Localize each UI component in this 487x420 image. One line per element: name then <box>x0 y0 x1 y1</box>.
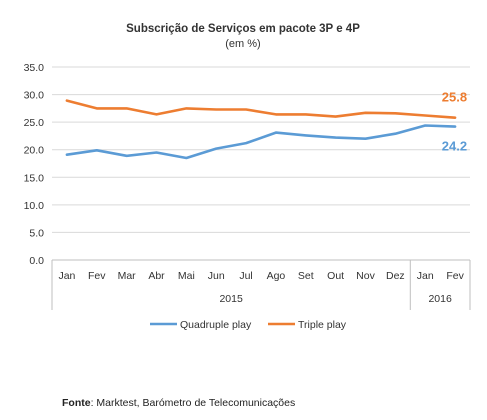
legend-label: Quadruple play <box>180 319 252 331</box>
legend-label: Triple play <box>298 319 347 331</box>
series-line <box>65 99 457 119</box>
y-tick-label: 10.0 <box>24 200 45 212</box>
source-label: Fonte <box>62 397 91 409</box>
y-tick-label: 5.0 <box>29 227 44 239</box>
series-line <box>65 124 457 160</box>
x-tick-label: Dez <box>386 270 405 282</box>
x-tick-label: Fev <box>88 270 106 282</box>
y-tick-label: 35.0 <box>24 62 45 74</box>
x-tick-label: Mar <box>118 270 137 282</box>
y-tick-label: 15.0 <box>24 172 45 184</box>
x-tick-label: Out <box>327 270 344 282</box>
y-tick-label: 30.0 <box>24 90 45 102</box>
y-tick-label: 20.0 <box>24 145 45 157</box>
y-tick-label: 25.0 <box>24 117 45 129</box>
source-note: Fonte: Marktest, Barómetro de Telecomuni… <box>62 397 295 409</box>
x-tick-label: Fev <box>446 270 464 282</box>
source-text: : Marktest, Barómetro de Telecomunicaçõe… <box>91 397 296 409</box>
gridlines <box>52 66 470 233</box>
x-tick-label: Jun <box>208 270 225 282</box>
chart-title: Subscrição de Serviços em pacote 3P e 4P <box>126 23 360 35</box>
x-tick-label: Jan <box>58 270 75 282</box>
x-tick-label: Abr <box>148 270 165 282</box>
end-labels: 24.2 25.8 <box>442 90 467 154</box>
x-tick-label: Nov <box>356 270 375 282</box>
x-axis: 2015 2016 Jan Fev Mar Abr Mai Jun Jul Ago Set Out No… <box>51 259 471 310</box>
series-lines <box>65 99 457 160</box>
x-tick-label: Jan <box>417 270 434 282</box>
y-axis-ticks: 0.0 5.0 10.0 15.0 20.0 25.0 30.0 35.0 <box>24 62 45 267</box>
x-tick-label: Ago <box>267 270 286 282</box>
x-tick-label: Jul <box>239 270 252 282</box>
x-group-label: 2015 <box>219 293 243 305</box>
series-end-label: 24.2 <box>442 139 467 154</box>
x-group-label: 2016 <box>428 293 452 305</box>
chart-subtitle: (em %) <box>225 38 260 50</box>
series-end-label: 25.8 <box>442 90 467 105</box>
legend: Quadruple play Triple play <box>150 319 347 331</box>
x-tick-label: Set <box>298 270 314 282</box>
y-tick-label: 0.0 <box>29 255 44 267</box>
x-tick-label: Mai <box>178 270 195 282</box>
